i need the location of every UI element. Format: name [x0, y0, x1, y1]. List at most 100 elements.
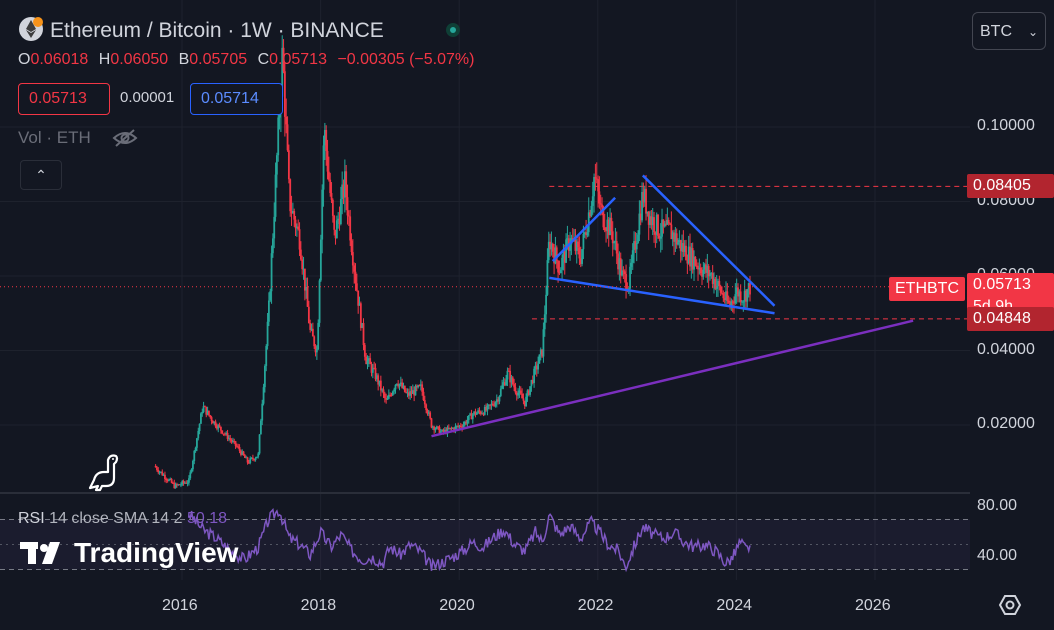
candle-down: [731, 301, 734, 303]
settings-icon[interactable]: [998, 593, 1022, 622]
candle-down: [474, 411, 477, 415]
candle-down: [589, 212, 591, 217]
candle-down: [522, 398, 525, 401]
candle-up: [254, 458, 257, 460]
candle-up: [687, 246, 690, 264]
candle-up: [194, 447, 197, 451]
rsi-line: [188, 508, 751, 573]
candle-up: [490, 403, 493, 406]
candle-down: [301, 259, 304, 270]
time-axis-tick: 2026: [855, 597, 891, 614]
candle-down: [485, 406, 488, 411]
tradingview-logo-icon: [20, 542, 60, 564]
sell-button[interactable]: 0.05713: [18, 83, 110, 115]
candle-up: [160, 471, 162, 473]
candle-up: [295, 226, 298, 229]
volume-legend[interactable]: Vol · ETH: [18, 128, 91, 147]
symbol-badge[interactable]: ETHBTC: [889, 277, 965, 301]
candle-down: [442, 429, 445, 432]
candle-up: [367, 358, 370, 361]
candle-up: [402, 385, 405, 388]
price-axis-tick: 0.04000: [977, 340, 1035, 358]
candle-up: [646, 211, 649, 214]
candle-down: [331, 199, 334, 216]
candle-up: [168, 479, 170, 481]
candle-down: [523, 400, 526, 406]
rsi-params: 14 close SMA 14 2: [49, 510, 183, 527]
candle-down: [658, 235, 661, 239]
candle-up: [641, 191, 643, 221]
candle-down: [303, 268, 306, 291]
candle-down: [493, 405, 496, 407]
resistance-price-label[interactable]: 0.08405: [967, 174, 1054, 199]
collapse-legend-button[interactable]: ⌃: [20, 160, 62, 190]
candle-down: [553, 251, 555, 264]
resistance-price-label-text: 0.08405: [973, 177, 1031, 195]
candle-down: [679, 240, 682, 252]
candle-up: [321, 189, 324, 240]
candle-up: [539, 349, 542, 355]
support-price-label[interactable]: 0.04848: [967, 306, 1054, 331]
candle-down: [623, 271, 626, 275]
dinosaur-icon[interactable]: [84, 452, 124, 497]
candle-down: [233, 440, 236, 442]
candle-down: [701, 273, 703, 277]
candle-up: [643, 188, 646, 203]
candle-down: [721, 292, 723, 294]
candle-up: [335, 220, 338, 239]
candle-down: [611, 231, 614, 244]
candle-up: [638, 213, 641, 235]
candle-down: [236, 445, 238, 447]
candle-down: [594, 177, 597, 179]
candle-down: [423, 400, 426, 405]
candle-up: [717, 281, 719, 286]
candle-down: [694, 256, 697, 266]
buy-button[interactable]: 0.05714: [190, 83, 283, 115]
candle-down: [673, 232, 675, 242]
candle-up: [606, 219, 609, 232]
candle-up: [678, 240, 681, 243]
candle-down: [253, 459, 256, 461]
rsi-legend[interactable]: RSI 14 close SMA 14 2 50.18: [18, 510, 227, 528]
currency-select[interactable]: BTC ⌄: [972, 12, 1046, 50]
candle-down: [430, 418, 433, 428]
candle-up: [358, 303, 361, 306]
candle-down: [718, 281, 721, 287]
candle-down: [699, 267, 702, 274]
candle-up: [618, 258, 621, 270]
candle-down: [574, 239, 577, 251]
candle-up: [677, 242, 679, 245]
eye-off-icon[interactable]: [112, 128, 138, 153]
candle-up: [361, 323, 364, 328]
candle-down: [297, 226, 300, 230]
candle-down: [327, 171, 330, 180]
candle-up: [266, 321, 269, 347]
candle-up: [534, 365, 537, 369]
candle-up: [192, 460, 194, 470]
candle-down: [642, 191, 645, 203]
candle-up: [469, 413, 472, 416]
ethereum-icon: [18, 16, 44, 42]
candle-down: [733, 302, 735, 304]
candle-down: [287, 150, 290, 180]
candle-down: [329, 179, 332, 194]
candle-up: [318, 280, 321, 323]
symbol-title[interactable]: Ethereum / Bitcoin · 1W · BINANCE: [18, 16, 384, 43]
candle-up: [343, 171, 346, 198]
candle-up: [471, 414, 474, 420]
candle-up: [554, 247, 557, 264]
candle-up: [621, 270, 623, 276]
tradingview-logo[interactable]: TradingView: [20, 537, 238, 569]
candle-down: [585, 232, 587, 236]
candle-down: [413, 390, 416, 396]
candle-up: [518, 390, 521, 393]
candle-up: [414, 386, 417, 396]
candle-down: [639, 213, 642, 221]
candle-down: [749, 283, 751, 295]
chevron-down-icon: ⌄: [1027, 25, 1038, 39]
candle-down: [309, 323, 312, 330]
candle-down: [459, 425, 462, 428]
trendline-drawings[interactable]: [431, 174, 914, 438]
candle-up: [713, 278, 715, 284]
candle-down: [405, 391, 408, 393]
